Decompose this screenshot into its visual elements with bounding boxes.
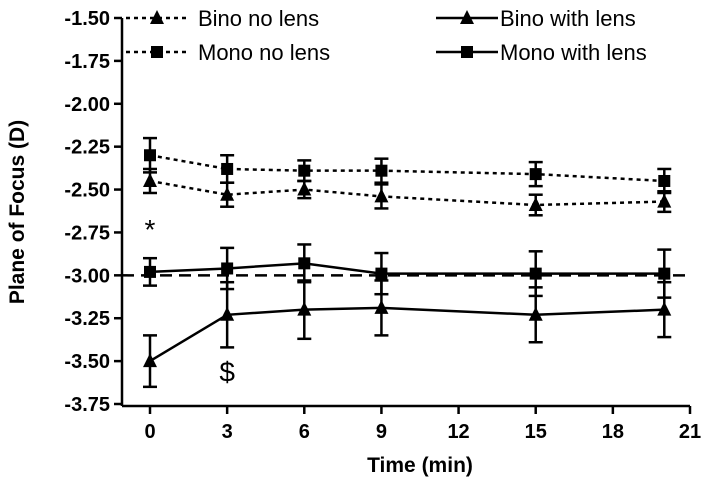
data-point [220,186,235,201]
y-tick-label: -3.00 [64,265,110,287]
x-tick-label: 9 [376,421,387,443]
data-point [528,196,543,211]
legend-label: Bino with lens [500,6,636,31]
annotation: * [145,214,156,245]
y-tick-label: -3.75 [64,394,110,416]
data-point [375,164,388,177]
y-tick-label: -2.75 [64,222,110,244]
series-bino-with-lens [143,279,672,389]
data-point [529,267,542,280]
x-tick-label: 15 [525,421,547,443]
data-point [221,262,234,275]
legend-marker [150,10,164,24]
series-line [149,262,665,275]
x-tick-label: 12 [447,421,469,443]
data-point [143,353,157,368]
data-point [298,164,311,177]
legend-marker [460,10,474,24]
data-point [144,149,156,162]
legend-label: Bino no lens [198,6,319,31]
data-point [375,267,388,280]
data-point [297,301,312,316]
data-point [529,168,542,181]
x-tick-label: 0 [144,421,155,443]
series-line [149,306,665,363]
data-point [144,265,156,278]
y-axis-title: Plane of Focus (D) [6,120,29,304]
data-point [374,299,389,314]
y-tick-label: -1.50 [64,8,110,30]
x-tick-label: 18 [602,421,624,443]
x-tick-label: 3 [222,421,233,443]
y-tick-label: -3.25 [64,308,110,330]
data-point [658,267,671,280]
data-point [221,162,234,175]
series-mono-no-lens [143,136,672,195]
legend-item: Mono no lens [126,40,330,65]
y-tick-label: -2.25 [64,137,110,159]
plot-area: *$ [122,136,690,389]
legend-marker [151,46,163,58]
y-tick-label: -3.50 [64,351,110,373]
legend-item: Bino with lens [436,6,636,31]
y-tick-label: -2.00 [64,94,110,116]
data-point [657,193,672,208]
legend-label: Mono with lens [500,40,647,65]
data-point [298,257,311,270]
y-tick-label: -1.75 [64,51,110,73]
legend-label: Mono no lens [198,40,330,65]
legend-item: Bino no lens [126,6,319,31]
data-point [658,174,671,187]
data-point [374,188,389,203]
data-point [220,306,235,321]
legend-item: Mono with lens [436,40,647,65]
series-line [149,179,665,207]
legend-marker [461,46,473,58]
series-line [149,154,665,183]
legend: Bino no lens Mono no lens Bino with lens Mo… [126,6,647,65]
data-point [297,181,312,196]
x-tick-label: 21 [679,421,701,443]
data-point [528,306,543,321]
data-point [143,172,157,187]
x-tick-label: 6 [299,421,310,443]
series-bino-no-lens [143,167,672,217]
axes: Plane of Focus (D) Time (min) -1.50 -1.75… [6,8,701,477]
series-mono-with-lens [143,243,672,299]
data-point [657,301,672,316]
annotation: $ [219,356,235,387]
x-axis-title: Time (min) [367,454,473,477]
y-tick-label: -2.50 [64,180,110,202]
